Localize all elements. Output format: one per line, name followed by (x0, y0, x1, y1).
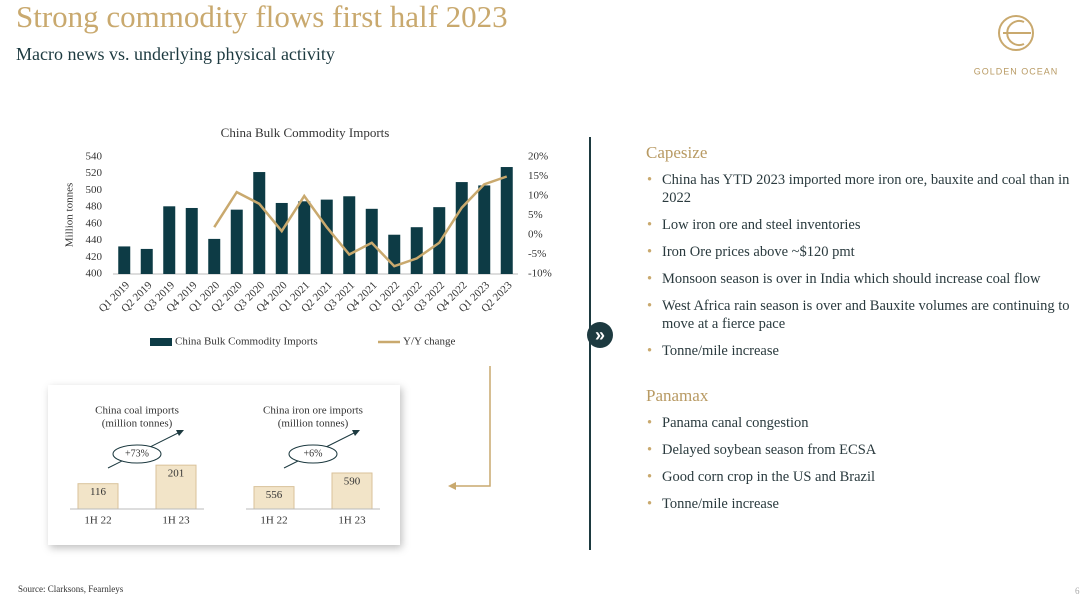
y2-tick-label: 20% (528, 151, 548, 163)
bullet: Tonne/mile increase (647, 495, 1086, 513)
y2-tick-label: -5% (528, 248, 546, 260)
y2-tick-label: 10% (528, 190, 548, 202)
bullet-list: China has YTD 2023 imported more iron or… (646, 171, 1086, 360)
connector (450, 366, 491, 487)
bar (230, 209, 243, 274)
y-tick-label: 540 (86, 151, 103, 163)
bullet: West Africa rain season is over and Baux… (647, 297, 1086, 333)
source: Source: Clarksons, Fearnleys (18, 584, 124, 594)
y-tick-label: 460 (86, 217, 103, 229)
growth-arrow-head (352, 430, 360, 436)
page-number: 6 (1075, 586, 1080, 596)
y-tick-label: 420 (86, 251, 103, 263)
annotation: +6% (304, 448, 323, 459)
y-tick-label: 440 (86, 234, 103, 246)
inset-x-label: 1H 23 (162, 515, 190, 527)
bar (343, 196, 356, 274)
y2-tick-label: 0% (528, 229, 543, 241)
section: Panamax Panama canal congestion Delayed so… (646, 386, 1086, 513)
bar (410, 227, 423, 274)
bar (118, 246, 131, 274)
bullet: Iron Ore prices above ~$120 pmt (647, 243, 1086, 261)
annotation: +73% (125, 448, 149, 459)
bar (163, 206, 176, 274)
legend-label: Y/Y change (403, 336, 456, 348)
y-tick-label: 480 (86, 201, 103, 213)
bullet: Low iron ore and steel inventories (647, 216, 1086, 234)
bullet: Delayed soybean season from ECSA (647, 441, 1086, 459)
bar (298, 201, 311, 274)
inset-bar (77, 483, 119, 510)
bullet: Panama canal congestion (647, 414, 1086, 432)
arrow-icon: » (595, 325, 605, 345)
legend-label: China Bulk Commodity Imports (175, 336, 318, 348)
inset-value-label: 590 (344, 476, 361, 488)
logo-text: GOLDEN OCEAN (974, 66, 1059, 76)
inset-x-label: 1H 23 (338, 515, 366, 527)
section-title: Capesize (646, 143, 708, 162)
y-tick-label: 520 (86, 167, 103, 179)
inset-title: China coal imports (95, 405, 179, 417)
line (213, 175, 508, 268)
bar (185, 207, 198, 274)
y2-tick-label: 15% (528, 170, 548, 182)
bar (478, 185, 491, 274)
arrow-badge (587, 322, 613, 348)
annotation-bubble (112, 444, 162, 464)
inset-title: China iron ore imports (263, 405, 363, 417)
bullet: Good corn crop in the US and Brazil (647, 468, 1086, 486)
bullet: Tonne/mile increase (647, 342, 1086, 360)
bar (275, 202, 288, 274)
bullet: China has YTD 2023 imported more iron or… (647, 171, 1086, 207)
inset-box (48, 385, 400, 545)
bar (253, 172, 266, 274)
inset-x-label: 1H 22 (84, 515, 111, 527)
y2-tick-label: 5% (528, 209, 543, 221)
logo (998, 15, 1034, 51)
chart-title: China Bulk Commodity Imports (221, 125, 390, 140)
bullet: Monsoon season is over in India which sh… (647, 270, 1086, 288)
inset-subtitle: (million tonnes) (278, 418, 349, 430)
subtitle: Macro news vs. underlying physical activ… (16, 44, 335, 64)
inset-bar (155, 464, 197, 510)
bar (500, 167, 513, 274)
bar (388, 234, 401, 274)
y-axis-label: Million tonnes (64, 183, 76, 247)
section: Capesize China has YTD 2023 imported more… (646, 143, 1086, 360)
bar (455, 182, 468, 274)
growth-arrow-head (176, 430, 184, 436)
bullet-list: Panama canal congestion Delayed soybean s… (646, 414, 1086, 513)
connector-head (448, 482, 456, 490)
inset-x-label: 1H 22 (260, 515, 287, 527)
bar (208, 238, 221, 274)
inset-value-label: 556 (266, 489, 283, 501)
text-panel: Capesize China has YTD 2023 imported more… (646, 143, 1086, 539)
y2-tick-label: -10% (528, 268, 552, 280)
y-tick-label: 400 (86, 268, 103, 280)
bar (320, 199, 333, 274)
y-tick-label: 500 (86, 184, 103, 196)
title: Strong commodity flows first half 2023 (16, 0, 508, 34)
inset-value-label: 116 (90, 486, 107, 498)
bar (140, 248, 153, 274)
inset-subtitle: (million tonnes) (102, 418, 173, 430)
inset-value-label: 201 (168, 468, 185, 480)
annotation-bubble (288, 444, 338, 464)
legend-swatch (150, 338, 172, 346)
section-title: Panamax (646, 386, 709, 405)
